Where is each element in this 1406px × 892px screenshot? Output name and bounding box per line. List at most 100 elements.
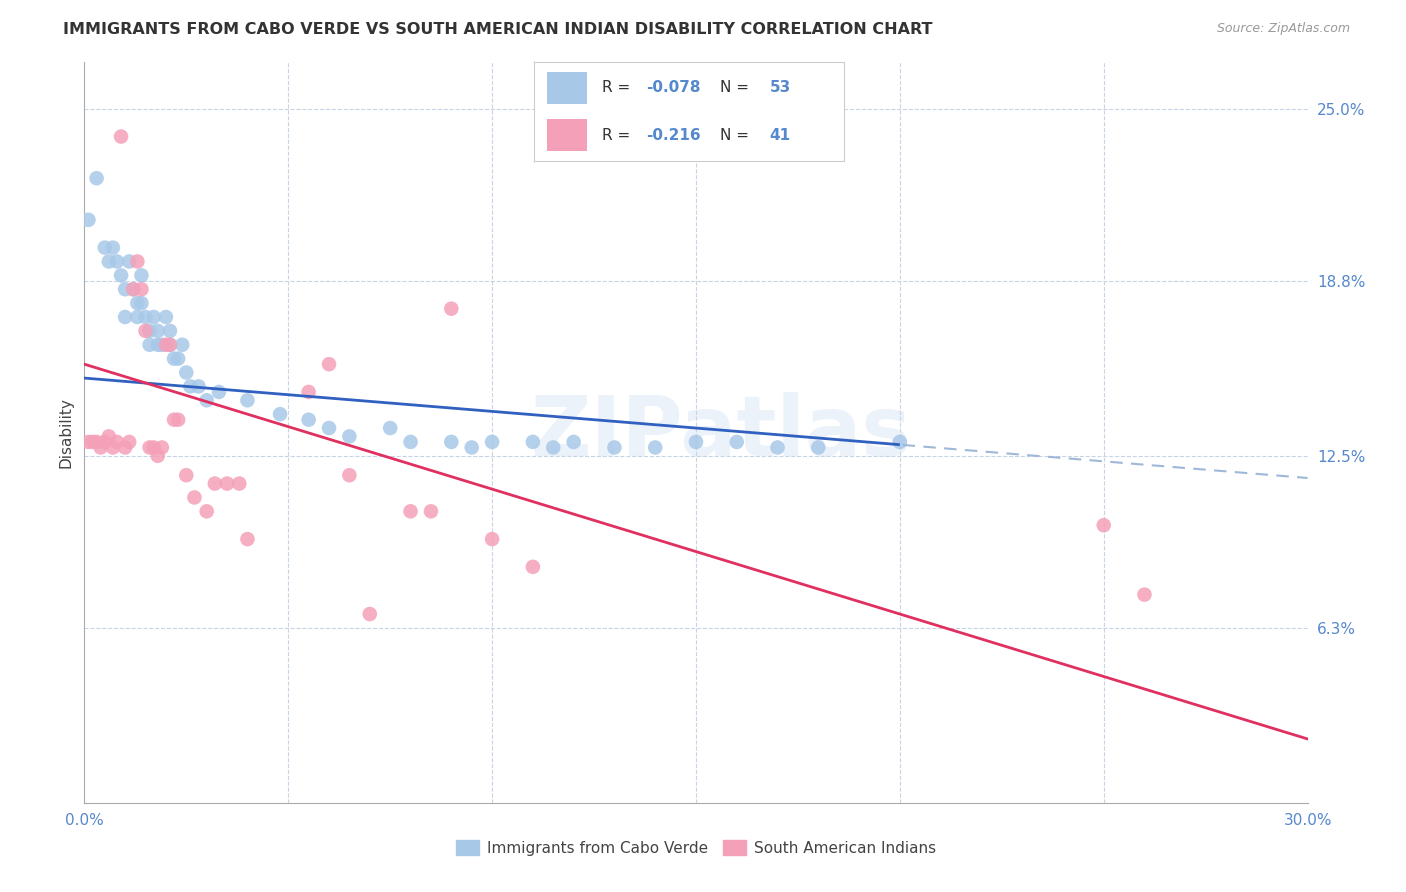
Point (318, 357, 340, 371)
Point (269, 407, 291, 421)
Point (155, 338, 177, 352)
Point (481, 532, 503, 546)
Point (105, 434, 128, 449)
Point (82, 434, 104, 449)
Point (298, 384, 321, 399)
Point (236, 393, 259, 408)
Point (167, 413, 190, 427)
Point (118, 434, 141, 449)
Point (543, 441, 565, 455)
Point (138, 441, 160, 455)
Point (163, 413, 186, 427)
Point (131, 296, 153, 310)
Point (150, 338, 173, 352)
Point (217, 476, 239, 491)
Point (179, 379, 201, 393)
Point (807, 441, 830, 455)
Point (461, 441, 484, 455)
Point (101, 441, 124, 455)
Legend: Immigrants from Cabo Verde, South American Indians: Immigrants from Cabo Verde, South Americ… (450, 834, 942, 862)
Point (204, 476, 226, 491)
Text: R =: R = (602, 80, 636, 95)
Text: N =: N = (720, 128, 754, 143)
Point (86, 434, 108, 449)
Point (138, 324, 160, 338)
Point (110, 129, 132, 144)
Point (159, 324, 181, 338)
Point (97, 254, 120, 268)
Point (522, 559, 544, 574)
Point (93, 241, 115, 255)
Point (644, 441, 666, 455)
Text: IMMIGRANTS FROM CABO VERDE VS SOUTH AMERICAN INDIAN DISABILITY CORRELATION CHART: IMMIGRANTS FROM CABO VERDE VS SOUTH AMER… (63, 22, 932, 37)
Text: Source: ZipAtlas.com: Source: ZipAtlas.com (1216, 22, 1350, 36)
Point (101, 241, 124, 255)
Point (208, 384, 231, 399)
Point (127, 310, 149, 324)
Point (187, 379, 209, 393)
Point (167, 351, 190, 366)
Point (77, 212, 100, 227)
Point (135, 324, 157, 338)
Point (725, 434, 748, 449)
Point (142, 441, 165, 455)
Point (236, 532, 259, 546)
Point (114, 310, 136, 324)
Point (228, 476, 250, 491)
Point (77, 434, 100, 449)
Text: -0.078: -0.078 (645, 80, 700, 95)
Point (159, 338, 181, 352)
Point (163, 351, 186, 366)
Point (522, 434, 544, 449)
Point (889, 434, 911, 449)
Point (122, 282, 145, 296)
Point (172, 338, 194, 352)
Point (359, 607, 381, 621)
Point (766, 441, 789, 455)
Point (118, 254, 141, 268)
Point (183, 491, 205, 505)
Point (135, 310, 157, 324)
Point (380, 421, 402, 435)
Text: -0.216: -0.216 (645, 128, 700, 143)
Point (146, 449, 169, 463)
Point (318, 421, 340, 435)
Point (90, 441, 112, 455)
Point (114, 441, 136, 455)
Text: N =: N = (720, 80, 754, 95)
Text: ZIPatlas: ZIPatlas (530, 392, 911, 473)
Point (105, 254, 128, 268)
Point (150, 441, 173, 455)
Point (399, 504, 422, 518)
Point (159, 338, 181, 352)
Point (339, 468, 361, 483)
Point (131, 268, 153, 283)
FancyBboxPatch shape (547, 120, 586, 151)
Point (127, 254, 149, 268)
Point (440, 434, 463, 449)
Text: R =: R = (602, 128, 636, 143)
Point (399, 434, 422, 449)
Point (481, 434, 503, 449)
Point (603, 441, 626, 455)
Point (685, 434, 707, 449)
Point (131, 282, 153, 296)
Point (155, 310, 177, 324)
Point (1092, 518, 1115, 533)
Point (97, 429, 120, 443)
Point (1133, 588, 1156, 602)
Point (298, 413, 321, 427)
Y-axis label: Disability: Disability (58, 397, 73, 468)
Point (93, 434, 115, 449)
Point (146, 338, 169, 352)
Point (195, 504, 218, 518)
Point (138, 338, 160, 352)
Point (142, 310, 165, 324)
Point (146, 324, 169, 338)
Point (440, 301, 463, 316)
Point (174, 468, 197, 483)
Point (174, 366, 197, 380)
Text: 53: 53 (769, 80, 790, 95)
Point (420, 504, 443, 518)
Point (110, 268, 132, 283)
